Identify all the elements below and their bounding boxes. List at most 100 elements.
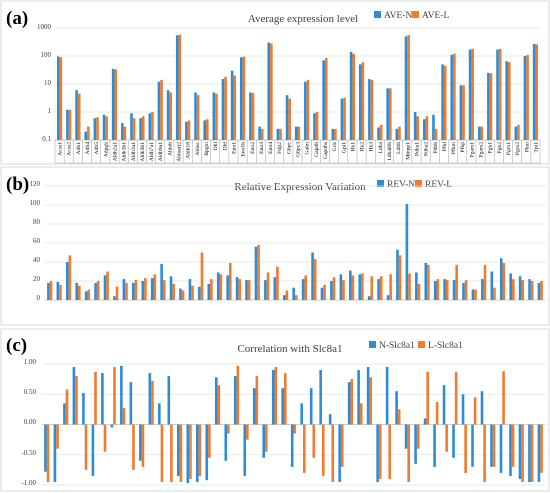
bar-rev-l: [417, 283, 421, 300]
bar-rev-l: [398, 255, 402, 300]
bar-rev-l: [276, 266, 279, 300]
bar-ave-n: [514, 126, 518, 140]
category-label: Tpi1: [533, 142, 539, 153]
category-label: Pfkp: [459, 142, 466, 153]
category-label: Ldhal6b: [387, 142, 393, 161]
bar-ave-n: [523, 56, 527, 140]
bar-n-slc8a1: [347, 382, 351, 425]
bar-rev-l: [238, 279, 241, 300]
category-label: Eno1: [231, 142, 237, 154]
bar-ave-n: [166, 90, 170, 140]
bar-n-slc8a1: [205, 424, 209, 481]
bar-rev-n: [235, 277, 239, 300]
bar-ave-l: [77, 93, 81, 140]
y-tick-label: 100: [41, 51, 52, 59]
category-label: Acss1: [58, 142, 64, 156]
bar-rev-l: [172, 283, 175, 300]
bar-ave-n: [203, 120, 206, 140]
bar-ave-l: [141, 116, 145, 140]
bar-ave-l: [114, 69, 118, 140]
bar-n-slc8a1: [139, 424, 142, 461]
bar-ave-n: [111, 68, 115, 140]
bar-ave-n: [84, 131, 88, 140]
bar-ave-n: [477, 126, 481, 140]
category-label: Pfkm: [450, 141, 457, 154]
bar-l-slc8a1: [302, 424, 306, 473]
panel-b-label: (b): [6, 174, 29, 195]
bar-rev-l: [266, 272, 270, 300]
bar-n-slc8a1: [480, 391, 484, 425]
bar-n-slc8a1: [53, 424, 57, 482]
bar-rev-l: [285, 290, 289, 300]
bar-ave-l: [251, 92, 255, 140]
bar-ave-l: [535, 44, 539, 140]
bar-rev-l: [134, 280, 138, 300]
category-label: Pfkl: [441, 142, 448, 152]
bar-ave-l: [498, 48, 502, 140]
bar-rev-l: [304, 275, 308, 300]
bar-rev-n: [84, 291, 88, 300]
bar-rev-n: [292, 287, 295, 300]
bar-rev-l: [389, 274, 392, 300]
bar-l-slc8a1: [492, 424, 496, 467]
category-label: Gapdh: [314, 142, 320, 157]
bar-ave-n: [368, 79, 371, 140]
bar-ave-n: [358, 64, 362, 140]
bar-rev-n: [188, 279, 192, 300]
bar-n-slc8a1: [300, 403, 303, 425]
bar-ave-l: [169, 92, 172, 140]
bar-l-slc8a1: [331, 424, 335, 482]
bar-ave-l: [87, 126, 90, 140]
bar-l-slc8a1: [227, 424, 230, 434]
bar-rev-n: [320, 287, 324, 300]
bar-n-slc8a1: [423, 418, 427, 425]
panel-c-frame: [0, 328, 550, 492]
category-label: Hk2: [360, 142, 366, 152]
category-label: Gapdhs: [323, 142, 329, 159]
panel-b-legend: REV-N REV-L: [377, 180, 452, 190]
bar-n-slc8a1: [177, 424, 180, 476]
category-label: Aldh1b1: [122, 142, 128, 162]
bar-ave-n: [340, 98, 344, 140]
category-label: Aldoc: [195, 141, 201, 155]
category-label: Dhl: [213, 142, 219, 151]
bar-ave-n: [441, 64, 444, 140]
bar-n-slc8a1: [44, 424, 47, 472]
bar-ave-n: [175, 35, 179, 140]
bar-rev-n: [75, 282, 79, 300]
bar-l-slc8a1: [378, 424, 382, 479]
bar-l-slc8a1: [407, 424, 410, 482]
bar-l-slc8a1: [255, 376, 259, 425]
legend-swatch-rev-l: [415, 180, 422, 187]
panel-c: (c) Correlation with Slc8a1 N-Slc8a1 L-S…: [0, 328, 550, 492]
bar-rev-n: [65, 262, 69, 300]
panel-c-title: Correlation with Slc8a1: [237, 343, 342, 355]
bar-n-slc8a1: [82, 393, 85, 425]
y-tick-label: -1.00: [21, 479, 36, 487]
bar-ave-l: [315, 112, 319, 140]
bar-ave-l: [324, 57, 328, 141]
bar-rev-n: [452, 280, 456, 300]
bar-ave-l: [434, 128, 438, 140]
bar-n-slc8a1: [148, 373, 152, 425]
bar-l-slc8a1: [217, 385, 221, 425]
category-label: Pkm: [524, 141, 530, 152]
category-label: Eno3: [259, 142, 265, 154]
category-label: Pgm2: [515, 142, 521, 155]
bar-l-slc8a1: [540, 424, 543, 473]
y-tick-label: 0.00: [24, 418, 37, 426]
bar-ave-l: [425, 116, 429, 140]
bar-rev-n: [94, 282, 97, 300]
bar-rev-n: [471, 289, 475, 300]
legend-swatch-ave-n: [374, 11, 381, 18]
bar-n-slc8a1: [452, 424, 455, 458]
bar-l-slc8a1: [511, 424, 515, 467]
bar-n-slc8a1: [72, 367, 76, 425]
bar-rev-n: [433, 281, 437, 300]
legend-swatch-ave-l: [412, 11, 419, 18]
panel-c-legend: N-Slc8a1 L-Slc8a1: [369, 341, 463, 351]
bar-ave-l: [407, 35, 410, 140]
bar-ave-n: [532, 43, 536, 140]
bar-l-slc8a1: [75, 376, 78, 425]
bar-rev-n: [207, 283, 211, 300]
